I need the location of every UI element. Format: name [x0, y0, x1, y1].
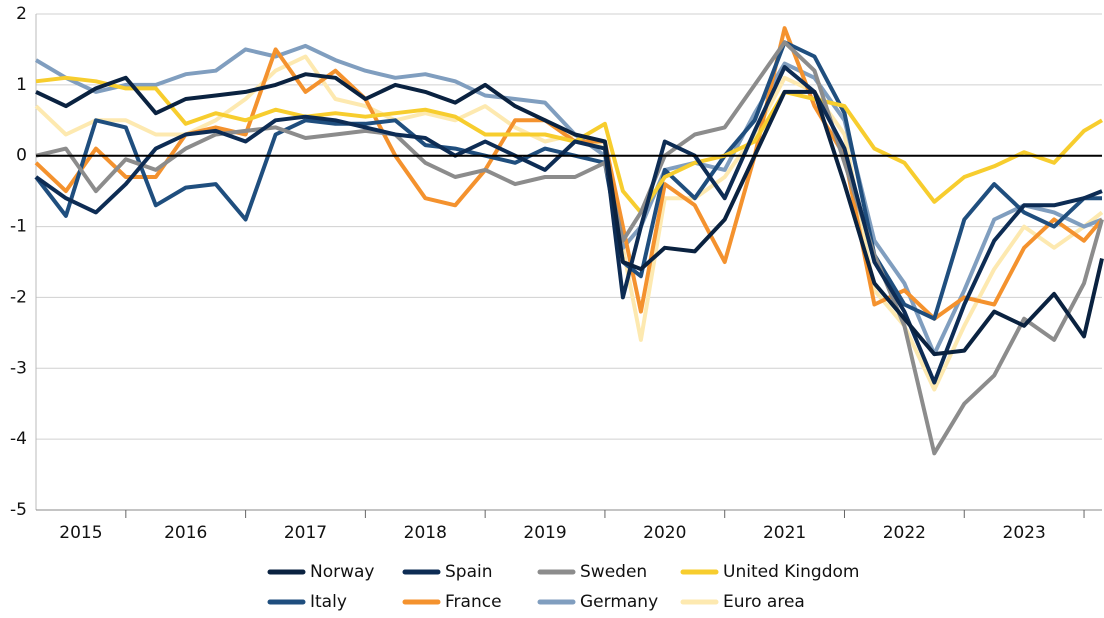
series-line	[35, 72, 1104, 357]
x-tick-label: 2019	[523, 523, 566, 543]
legend-label: United Kingdom	[723, 562, 859, 582]
x-tick-label: 2015	[59, 523, 102, 543]
x-tick-label: 2017	[284, 523, 327, 543]
series-line	[34, 43, 1103, 357]
legend-label: Italy	[310, 592, 347, 612]
y-tick-label: 0	[16, 146, 27, 166]
x-tick-label: 2018	[404, 523, 447, 543]
series-line	[34, 40, 1102, 321]
series-line	[34, 26, 1104, 321]
y-tick-label: -4	[10, 429, 27, 449]
y-tick-label: 1	[16, 75, 27, 95]
x-tick-label: 2023	[1003, 523, 1046, 543]
y-tick-label: -5	[10, 500, 27, 520]
legend-label: France	[445, 592, 502, 612]
series-line	[35, 75, 1104, 215]
legend-label: Norway	[310, 562, 375, 582]
y-tick-label: 2	[16, 4, 27, 24]
x-tick-label: 2016	[164, 523, 207, 543]
x-tick-label: 2020	[643, 523, 686, 543]
x-tick-label: 2022	[883, 523, 926, 543]
series-line	[34, 65, 1103, 385]
y-tick-label: -2	[10, 287, 27, 307]
series-line	[35, 40, 1104, 456]
y-tick-label: -1	[10, 217, 27, 237]
legend-label: Euro area	[723, 592, 805, 612]
legend-label: Germany	[580, 592, 658, 612]
x-tick-label: 2021	[763, 523, 806, 543]
legend-label: Spain	[445, 562, 493, 582]
legend-label: Sweden	[580, 562, 647, 582]
y-tick-label: -3	[10, 358, 27, 378]
